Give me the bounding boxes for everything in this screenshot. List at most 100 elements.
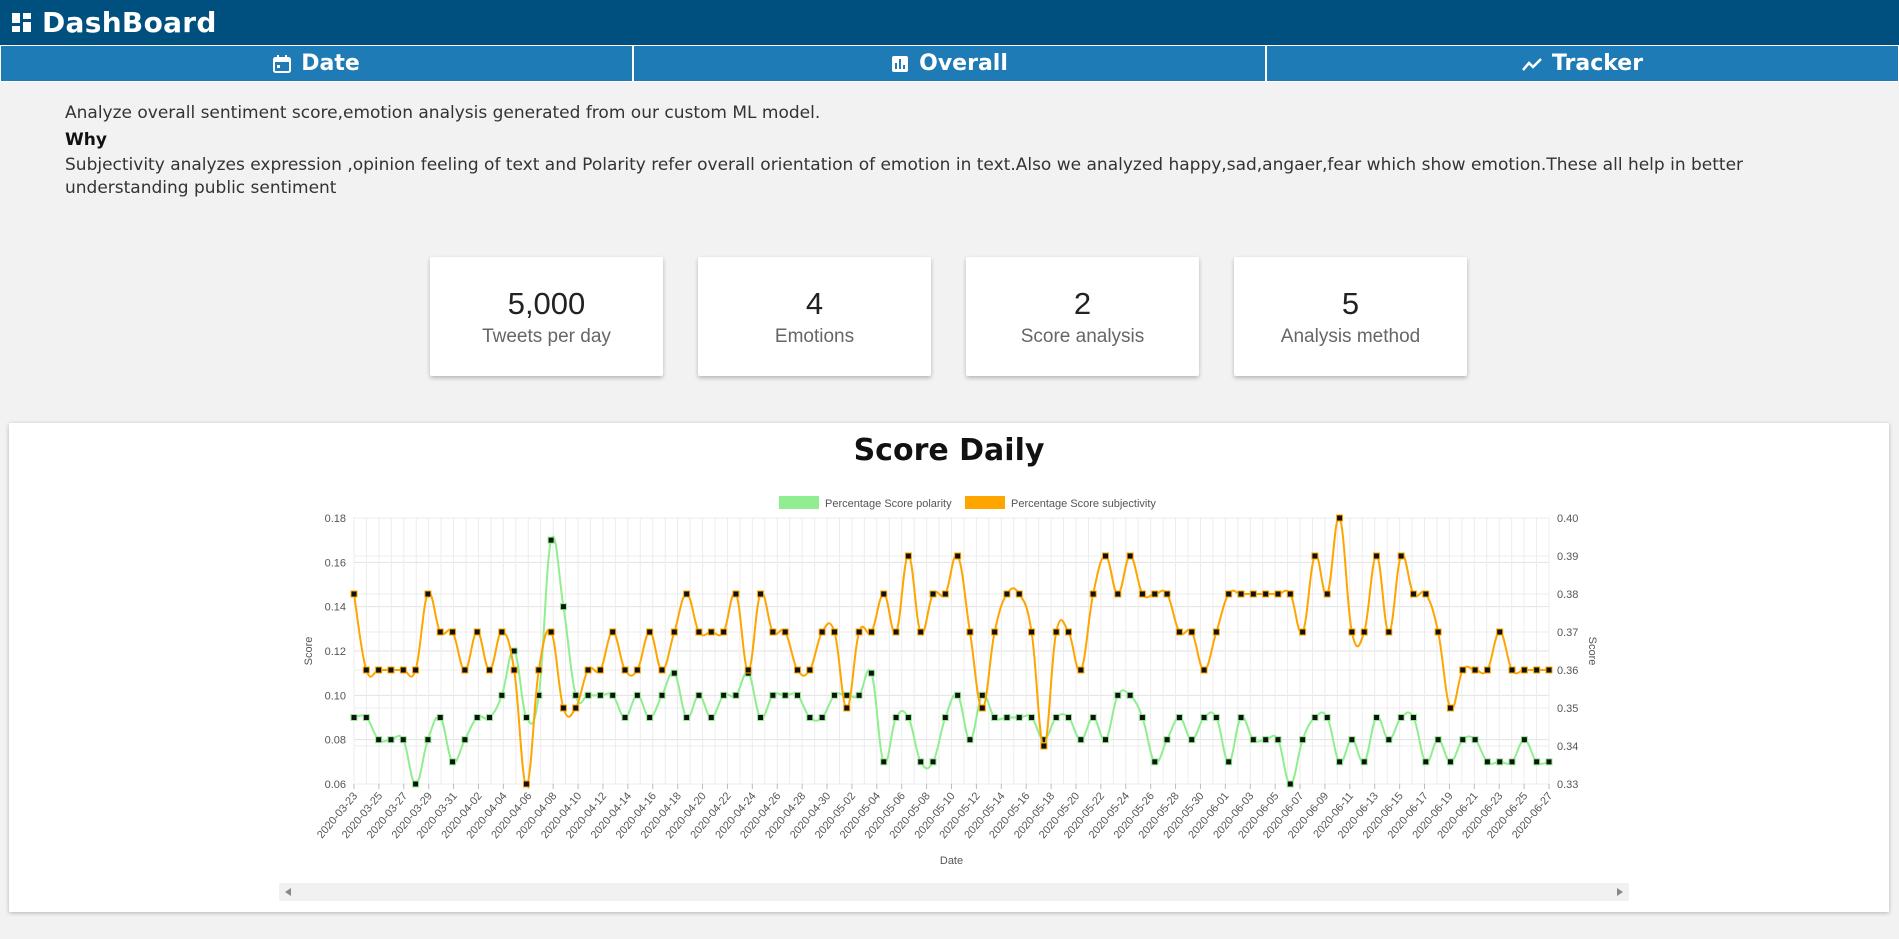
data-point [572,704,580,712]
data-point [1533,758,1541,766]
why-text: Subjectivity analyzes expression ,opinio… [65,155,1744,198]
data-point [1089,714,1097,721]
y2-axis-label: Score [1586,637,1598,666]
data-point [1188,628,1196,636]
data-point [830,628,838,636]
data-point [683,714,691,721]
data-point [1348,628,1356,636]
y-tick-label: 0.16 [325,557,346,569]
chart-horizontal-scrollbar[interactable] [279,883,1629,901]
y2-tick-label: 0.34 [1557,741,1578,753]
data-point [954,552,962,560]
data-point [892,628,900,636]
data-point [769,691,777,699]
data-point [1003,714,1011,721]
scroll-left-arrow-icon[interactable] [279,883,297,901]
data-point [1040,742,1048,750]
data-point [535,666,543,674]
legend-swatch [965,496,1005,509]
data-point [732,691,740,699]
y2-tick-label: 0.39 [1557,551,1578,563]
data-point [1163,736,1171,744]
stat-label: Tweets per day [482,325,611,347]
data-point [1114,691,1122,699]
data-point [1422,590,1430,598]
data-point [547,536,555,544]
scroll-right-arrow-icon[interactable] [1611,883,1629,901]
data-point [1434,628,1442,636]
data-point [1446,704,1454,712]
data-point [498,628,506,636]
data-point [473,628,481,636]
data-point [461,666,469,674]
data-point [646,714,654,721]
data-point [375,666,383,674]
data-point [633,666,641,674]
nav-tabs: Date Overall Tracker [0,45,1899,82]
data-point [1446,758,1454,766]
legend-swatch [779,496,819,509]
data-point [1249,590,1257,598]
data-point [1151,590,1159,598]
data-point [387,736,395,744]
data-point [1286,780,1294,788]
data-point [1065,628,1073,636]
data-point [436,714,444,721]
data-point [769,628,777,636]
data-point [596,691,604,699]
data-point [350,714,358,721]
data-point [1508,758,1516,766]
trend-line-icon [1521,57,1542,71]
data-point [510,666,518,674]
data-point [1274,736,1282,744]
data-point [757,590,765,598]
data-point [1299,736,1307,744]
data-point [917,628,925,636]
stat-card-emotions: 4 Emotions [698,257,931,376]
stat-value: 5 [1341,285,1360,321]
data-point [1286,590,1294,598]
data-point [917,758,925,766]
data-point [1496,758,1504,766]
y-tick-label: 0.10 [325,690,346,702]
data-point [1175,628,1183,636]
data-point [399,736,407,744]
data-point [1089,590,1097,598]
stat-card-score-analysis: 2 Score analysis [966,257,1199,376]
tab-overall[interactable]: Overall [633,45,1266,82]
y2-tick-label: 0.35 [1557,703,1578,715]
data-point [572,691,580,699]
data-point [670,628,678,636]
data-point [1175,714,1183,721]
data-point [522,780,530,788]
data-point [621,714,629,721]
data-point [1336,758,1344,766]
data-point [954,691,962,699]
data-point [1397,552,1405,560]
data-point [1028,628,1036,636]
data-point [1225,758,1233,766]
data-point [1397,714,1405,721]
data-point [1126,552,1134,560]
tab-tracker[interactable]: Tracker [1266,45,1899,82]
stat-card-tweets: 5,000 Tweets per day [430,257,663,376]
data-point [683,590,691,598]
data-point [1471,736,1479,744]
data-point [1237,714,1245,721]
data-point [720,628,728,636]
data-point [1163,590,1171,598]
data-point [1299,628,1307,636]
data-point [707,628,715,636]
tab-date[interactable]: Date [0,45,633,82]
stat-label: Emotions [774,325,855,347]
data-point [1249,736,1257,744]
data-point [449,628,457,636]
data-point [1212,714,1220,721]
data-point [473,714,481,721]
data-point [412,666,420,674]
data-point [892,714,900,721]
data-point [744,666,752,674]
data-point [461,736,469,744]
data-point [781,691,789,699]
data-point [806,666,814,674]
